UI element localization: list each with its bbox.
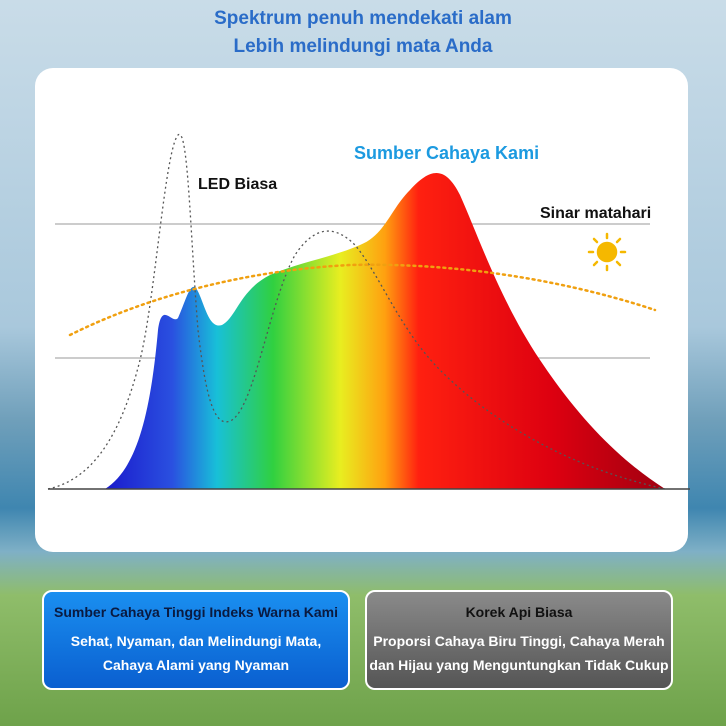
sunlight-curve [68,263,657,337]
ours-label: Sumber Cahaya Kami [354,143,539,163]
led-label: LED Biasa [198,176,277,193]
right-box: Korek Api Biasa Proporsi Cahaya Biru Tin… [365,590,673,690]
box-text: Sehat, Nyaman, dan Melindungi Mata, Cahay… [44,629,348,677]
header-line: Spektrum penuh mendekati alam [214,8,512,29]
sun-icon [587,232,627,272]
box-line: Proporsi Cahaya Biru Tinggi, Cahaya Mera… [373,633,665,649]
box-title: Sumber Cahaya Tinggi Indeks Warna Kami [54,604,338,620]
box-title: Korek Api Biasa [465,604,573,620]
box-line: Sehat, Nyaman, dan Melindungi Mata, [70,633,322,649]
spectrum-area [105,172,665,489]
sun-label: Sinar matahari [540,205,651,222]
left-box: Sumber Cahaya Tinggi Indeks Warna Kami S… [42,590,350,690]
box-line: dan Hijau yang Menguntungkan Tidak Cukup [369,657,669,673]
box-text: Proporsi Cahaya Biru Tinggi, Cahaya Mera… [367,629,671,677]
box-line: Cahaya Alami yang Nyaman [102,657,290,673]
header-line: Lebih melindungi mata Anda [233,36,493,57]
